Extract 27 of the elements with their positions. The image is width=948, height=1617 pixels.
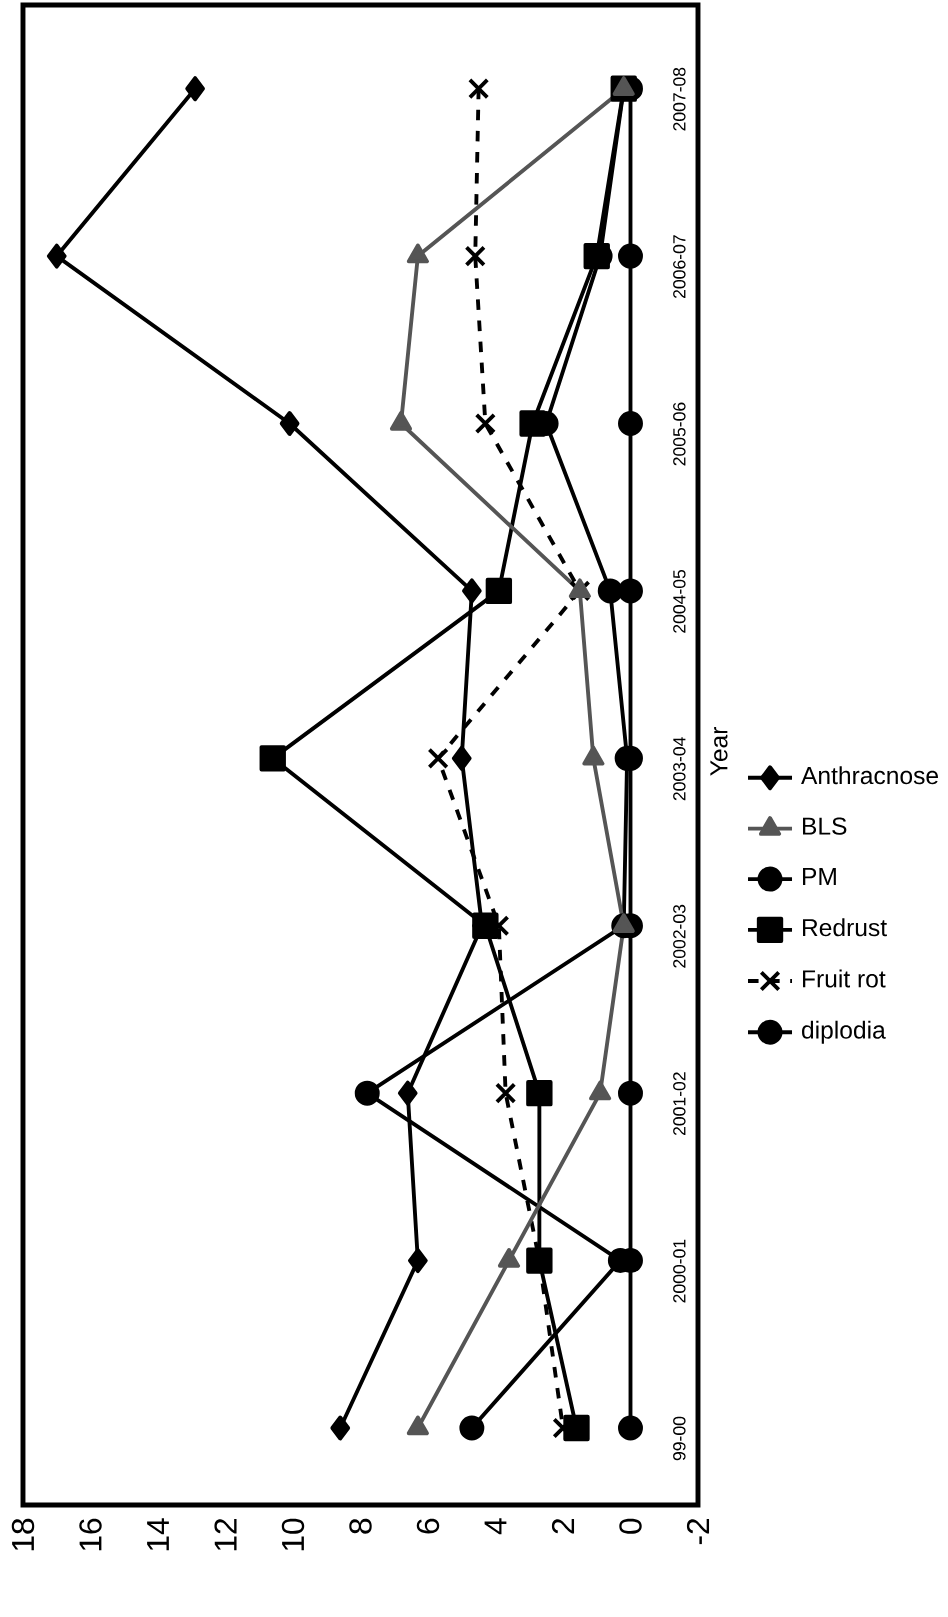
y-tick-label: 2002-03 xyxy=(673,904,686,968)
y-tick-label: 2005-06 xyxy=(673,402,686,466)
x-tick-label: 16 xyxy=(79,1518,102,1551)
x-tick-label: 0 xyxy=(619,1518,642,1534)
y-tick-label: 2004-05 xyxy=(673,569,686,633)
y-tick-label: 2001-02 xyxy=(673,1072,686,1136)
x-tick-label: 4 xyxy=(484,1518,507,1535)
y-tick-label: 2000-01 xyxy=(673,1239,686,1303)
legend-label: Redrust xyxy=(803,918,887,937)
y-tick-label: 2003-04 xyxy=(673,737,686,801)
legend-label: Fruit rot xyxy=(803,969,886,988)
legend-label: diplodia xyxy=(802,1020,886,1044)
x-tick-label: 6 xyxy=(416,1518,440,1534)
x-tick-label: 10 xyxy=(281,1518,305,1551)
y-tick-label: 2006-07 xyxy=(673,235,686,298)
legend-label: Anthracnose xyxy=(801,766,938,785)
x-tick-label: 18 xyxy=(11,1518,35,1551)
y-tick-label: 99-00 xyxy=(673,1416,686,1461)
x-tick-label: 14 xyxy=(147,1518,169,1551)
y-axis-title: Year xyxy=(710,727,728,776)
y-tick-label: 2007-08 xyxy=(673,67,686,131)
x-tick-label: -2 xyxy=(686,1519,710,1545)
x-tick-label: 2 xyxy=(551,1519,575,1534)
legend-label: BLS xyxy=(803,817,847,835)
x-tick-label: 8 xyxy=(349,1518,372,1534)
legend-label: PM xyxy=(803,867,836,885)
x-tick-label: 12 xyxy=(214,1519,237,1551)
